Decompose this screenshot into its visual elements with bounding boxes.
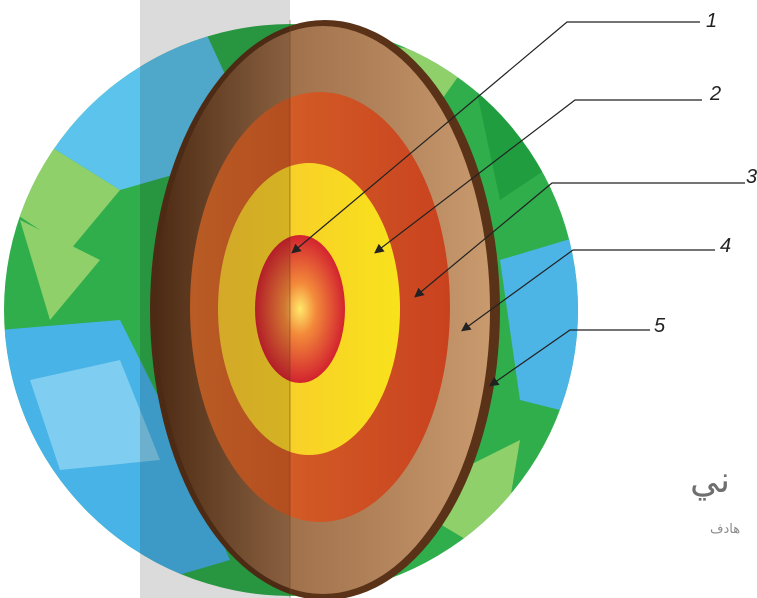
layer-label: 2: [709, 83, 721, 105]
watermark-subtitle: هادف: [710, 522, 740, 537]
shadow-half: [140, 0, 290, 598]
leader-line: [489, 329, 650, 387]
layer-label: 4: [720, 235, 731, 257]
inner-core: [255, 235, 345, 383]
cutaway: [140, 0, 500, 598]
leaders: [291, 21, 745, 387]
leader-line: [414, 182, 745, 298]
watermark-title: ني: [690, 460, 730, 501]
leader-line: [461, 249, 715, 332]
leader-line: [374, 99, 702, 254]
layer-label: 1: [706, 10, 717, 32]
leader-line: [291, 21, 700, 254]
layer-label: 5: [654, 315, 666, 337]
layer-label: 3: [746, 166, 757, 188]
